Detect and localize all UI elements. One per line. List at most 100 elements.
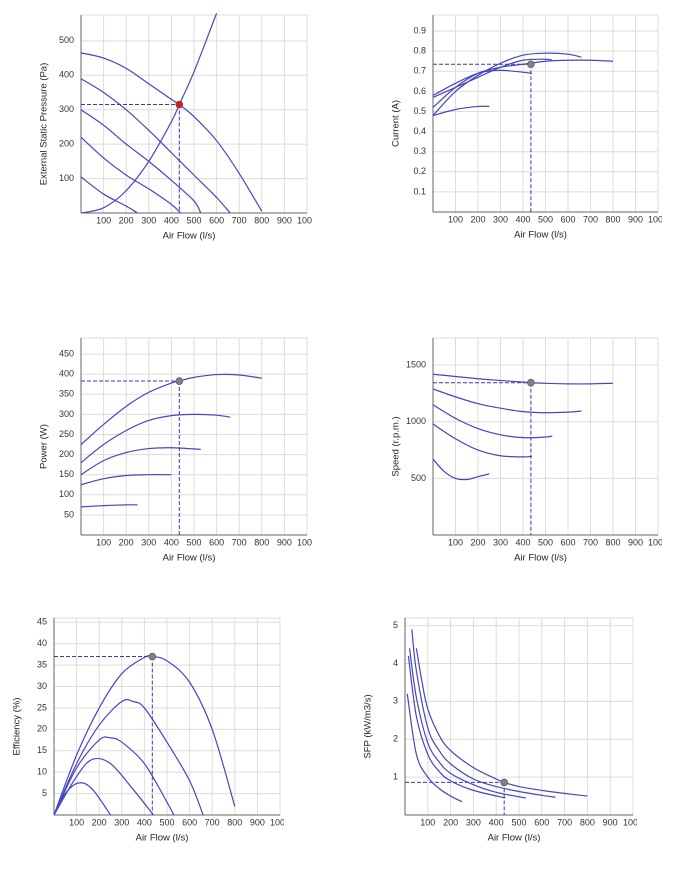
x-tick-label: 700 [583,214,598,224]
x-axis-title: Air Flow (l/s) [488,833,541,844]
y-tick-label: 500 [411,473,426,483]
y-tick-label: 250 [59,429,74,439]
x-tick-label: 500 [159,817,174,827]
y-tick-label: 20 [37,724,47,734]
operating-point [175,100,184,109]
y-tick-label: 0.8 [413,46,426,56]
x-tick-label: 700 [232,215,247,225]
y-tick-label: 4 [393,658,398,668]
x-tick-label: 700 [205,817,220,827]
x-tick-label: 300 [493,214,508,224]
x-tick-label: 100 [96,537,111,547]
y-tick-label: 0.9 [413,25,426,35]
fan-curve [53,736,175,816]
y-tick-label: 25 [37,702,47,712]
x-tick-label: 700 [583,537,598,547]
x-tick-label: 100 [420,817,435,827]
x-tick-label: 500 [538,537,553,547]
x-tick-label: 200 [443,817,458,827]
fan-curve [432,58,553,98]
x-tick-label: 800 [605,214,620,224]
x-tick-label: 500 [538,214,553,224]
x-tick-label: 500 [186,215,201,225]
fan-curve [53,698,204,816]
y-tick-label: 0.1 [413,186,426,196]
x-tick-label: 400 [489,817,504,827]
y-tick-label: 200 [59,139,74,149]
y-axis-title: SFP (kW/m3/s) [363,694,374,758]
x-tick-label: 600 [209,537,224,547]
fan-curve [415,648,588,797]
x-tick-label: 1000 [297,215,312,225]
y-tick-label: 500 [59,35,74,45]
y-axis-title: Efficiency (%) [12,698,23,756]
y-tick-label: 400 [59,369,74,379]
operating-point [500,778,508,787]
fan-curve [408,648,526,799]
y-tick-label: 450 [59,348,74,358]
fan-curve [432,105,490,117]
y-tick-label: 45 [37,617,47,627]
y-tick-label: 3 [393,696,398,706]
x-tick-label: 600 [182,817,197,827]
x-tick-label: 200 [92,817,107,827]
x-tick-label: 1000 [648,214,662,224]
x-tick-label: 800 [580,817,595,827]
x-tick-label: 1000 [297,537,312,547]
x-tick-label: 700 [232,537,247,547]
x-tick-label: 100 [448,214,463,224]
x-tick-label: 1000 [648,537,662,547]
x-tick-label: 200 [119,537,134,547]
x-axis-title: Air Flow (l/s) [136,833,189,844]
fan-curve [432,404,553,439]
fan-curve [432,52,582,116]
y-tick-label: 0.7 [413,66,426,76]
x-tick-label: 400 [164,215,179,225]
y-tick-label: 5 [393,620,398,630]
fan-curve [80,13,218,214]
y-tick-label: 200 [59,449,74,459]
y-tick-label: 30 [37,681,47,691]
x-tick-label: 900 [603,817,618,827]
y-tick-label: 400 [59,70,74,80]
x-axis-title: Air Flow (l/s) [163,231,216,242]
y-tick-label: 300 [59,104,74,114]
y-tick-label: 0.5 [413,106,426,116]
x-tick-label: 700 [557,817,572,827]
operating-point [148,652,157,661]
x-tick-label: 200 [470,214,485,224]
y-tick-label: 5 [42,788,47,798]
x-tick-label: 400 [164,537,179,547]
y-tick-label: 0.4 [413,126,426,136]
chart: 100 200 300 400 500 600 700 800 900 1000 50 100 150 2… [39,337,312,564]
y-tick-label: 40 [37,638,47,648]
x-axis-title: Air Flow (l/s) [163,553,216,564]
fan-curve [406,693,463,803]
y-tick-label: 1 [393,771,398,781]
fan-curve [432,458,490,481]
x-tick-label: 600 [534,817,549,827]
x-tick-label: 1000 [623,817,637,827]
y-tick-label: 0.6 [413,86,426,96]
operating-point [527,378,535,387]
x-tick-label: 900 [628,537,643,547]
y-axis-title: Speed (r.p.m.) [391,416,402,476]
x-tick-label: 200 [119,215,134,225]
x-tick-label: 100 [448,537,463,547]
x-tick-label: 300 [114,817,129,827]
x-tick-label: 300 [493,537,508,547]
fan-curve [80,413,231,464]
fan-curve [432,423,533,458]
chart: 100 200 300 400 500 600 700 800 900 1000 100 200 300… [39,13,312,242]
y-tick-label: 35 [37,659,47,669]
y-tick-label: 100 [59,173,74,183]
x-tick-label: 500 [186,537,201,547]
operating-point [175,377,184,385]
y-axis-title: Power (W) [39,424,50,469]
x-tick-label: 600 [209,215,224,225]
y-tick-label: 350 [59,389,74,399]
y-tick-label: 300 [59,409,74,419]
x-tick-label: 200 [470,537,485,547]
y-tick-label: 150 [59,469,74,479]
